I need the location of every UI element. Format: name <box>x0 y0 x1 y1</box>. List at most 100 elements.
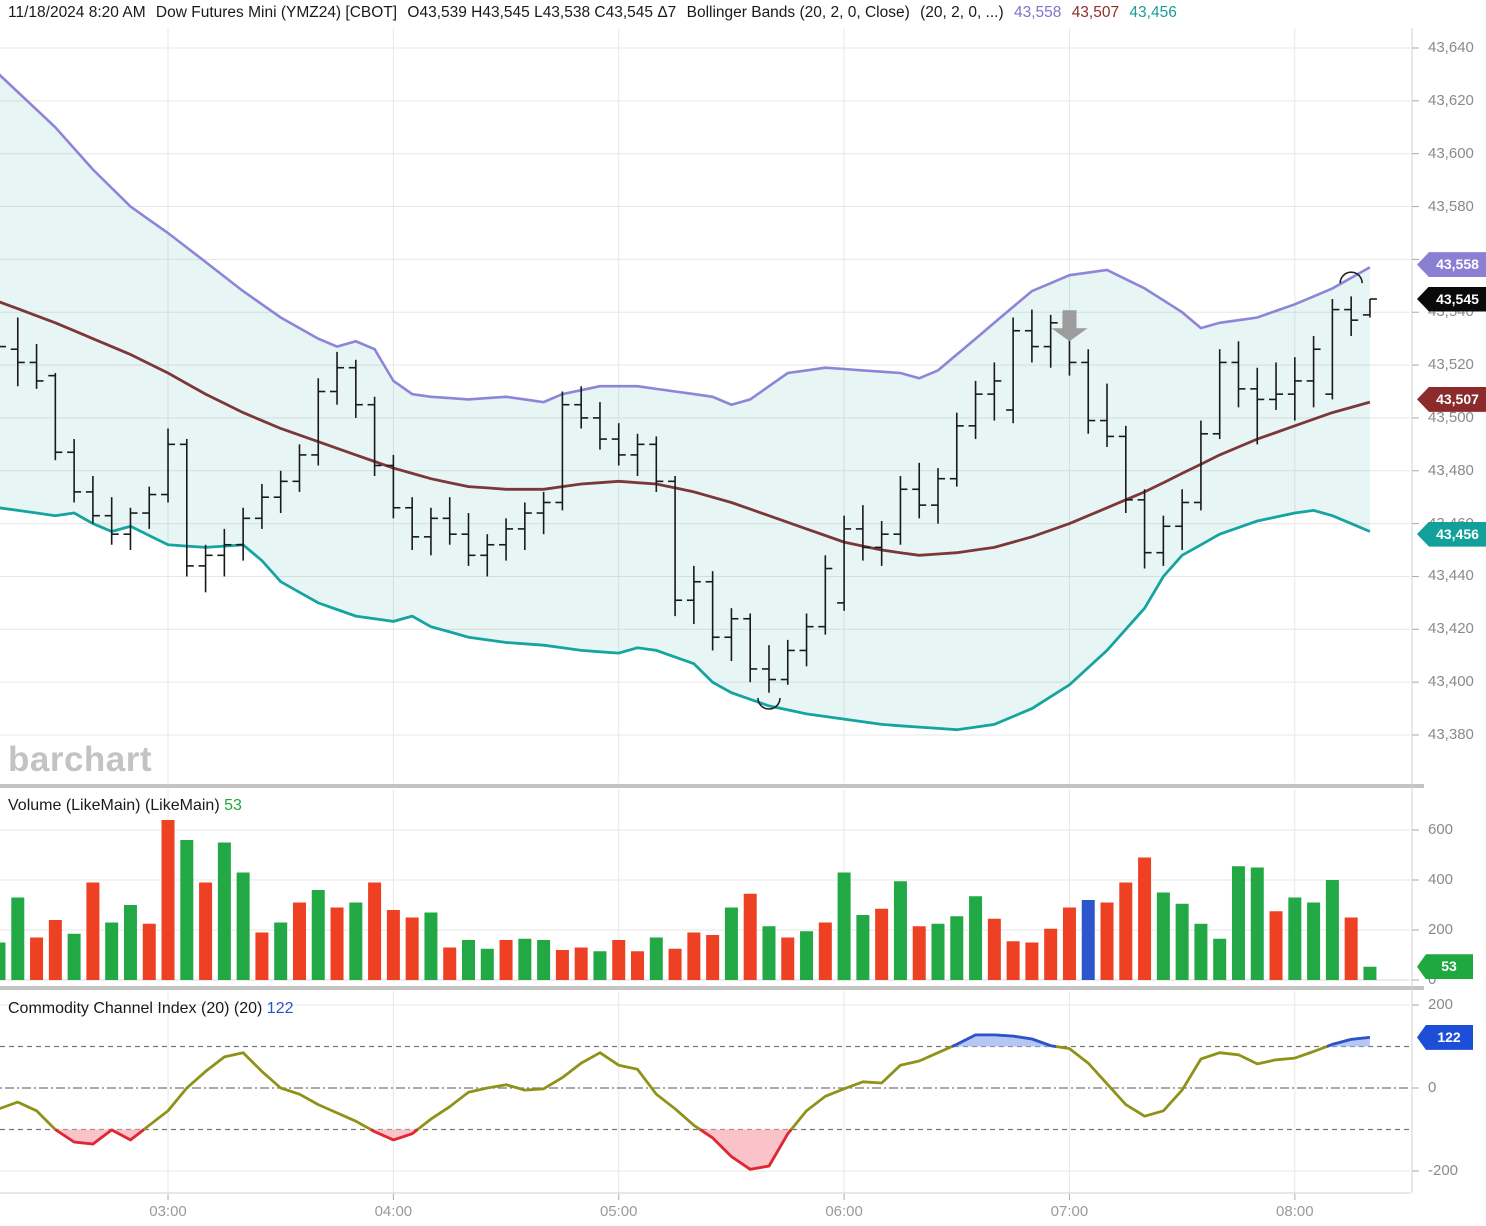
ohlc-bar[interactable] <box>1250 367 1265 445</box>
ohlc-bar[interactable] <box>761 645 776 693</box>
ohlc-bar[interactable] <box>254 483 269 529</box>
volume-bar[interactable] <box>950 916 964 980</box>
volume-bar[interactable] <box>1307 902 1321 981</box>
ohlc-bar[interactable] <box>123 507 138 551</box>
ohlc-bar[interactable] <box>555 391 570 511</box>
ohlc-bar[interactable] <box>292 444 307 492</box>
volume-bar[interactable] <box>856 915 870 980</box>
ohlc-bar[interactable] <box>949 412 964 487</box>
volume-bar[interactable] <box>161 820 175 980</box>
volume-bar[interactable] <box>1344 917 1358 981</box>
ohlc-bar[interactable] <box>161 428 176 503</box>
ohlc-bar[interactable] <box>198 544 213 593</box>
ohlc-bar[interactable] <box>1269 362 1284 410</box>
volume-bar[interactable] <box>537 940 551 980</box>
ohlc-bar[interactable] <box>1362 298 1377 318</box>
ohlc-bar[interactable] <box>442 497 457 545</box>
ohlc-bar[interactable] <box>743 613 758 683</box>
ohlc-bar[interactable] <box>1344 296 1359 337</box>
volume-bar[interactable] <box>105 922 119 981</box>
volume-bar[interactable] <box>875 908 889 980</box>
ohlc-bar[interactable] <box>574 386 589 429</box>
volume-bar[interactable] <box>555 950 569 980</box>
volume-bar[interactable] <box>443 947 457 981</box>
volume-bar[interactable] <box>1044 928 1058 980</box>
ohlc-bar[interactable] <box>273 470 288 514</box>
ohlc-bar[interactable] <box>1212 349 1227 440</box>
ohlc-bar[interactable] <box>104 497 119 545</box>
volume-bar[interactable] <box>330 907 344 981</box>
ohlc-bar[interactable] <box>1137 489 1152 569</box>
volume-bar[interactable] <box>1213 938 1227 980</box>
ohlc-bar[interactable] <box>912 462 927 519</box>
volume-bar[interactable] <box>631 951 645 980</box>
ohlc-bar[interactable] <box>29 343 44 389</box>
ohlc-bar[interactable] <box>536 491 551 535</box>
volume-bar[interactable] <box>668 948 682 980</box>
volume-bar[interactable] <box>593 951 607 980</box>
ohlc-bar[interactable] <box>705 571 720 651</box>
volume-bar[interactable] <box>274 922 288 981</box>
ohlc-bar[interactable] <box>499 518 514 561</box>
ohlc-bar[interactable] <box>592 402 607 450</box>
ohlc-bar[interactable] <box>686 565 701 625</box>
volume-bar[interactable] <box>781 937 795 981</box>
ohlc-bar[interactable] <box>1193 420 1208 511</box>
volume-bar[interactable] <box>1025 942 1039 981</box>
volume-bar[interactable] <box>612 940 626 980</box>
volume-bar[interactable] <box>1194 923 1208 980</box>
ohlc-bar[interactable] <box>968 380 983 440</box>
ohlc-bar[interactable] <box>1325 299 1340 400</box>
ohlc-bar[interactable] <box>780 639 795 685</box>
ohlc-bar[interactable] <box>10 317 25 387</box>
ohlc-bar[interactable] <box>1156 515 1171 566</box>
volume-bar[interactable] <box>1119 882 1133 981</box>
volume-bar[interactable] <box>912 926 926 980</box>
volume-bar[interactable] <box>743 893 757 980</box>
ohlc-bar[interactable] <box>931 468 945 524</box>
ohlc-bar[interactable] <box>1100 383 1115 447</box>
volume-bar[interactable] <box>123 905 137 980</box>
ohlc-bar[interactable] <box>405 497 420 551</box>
volume-bar[interactable] <box>30 937 44 981</box>
volume-bar[interactable] <box>180 840 194 980</box>
volume-bar[interactable] <box>818 922 832 981</box>
volume-bar[interactable] <box>86 882 100 981</box>
ohlc-bar[interactable] <box>423 507 438 556</box>
volume-bar[interactable] <box>1081 900 1095 980</box>
volume-bar[interactable] <box>687 932 701 981</box>
volume-bar[interactable] <box>1175 903 1189 980</box>
volume-bar[interactable] <box>1138 857 1152 981</box>
ohlc-bar[interactable] <box>1306 336 1321 408</box>
volume-bar[interactable] <box>931 923 945 980</box>
volume-bar[interactable] <box>462 940 475 980</box>
ohlc-bar[interactable] <box>630 433 645 477</box>
ohlc-bar[interactable] <box>367 396 382 477</box>
ohlc-bar[interactable] <box>799 613 814 667</box>
ohlc-bar[interactable] <box>1024 309 1039 363</box>
ohlc-bar[interactable] <box>85 476 100 524</box>
volume-bar[interactable] <box>1363 966 1377 980</box>
volume-bar[interactable] <box>0 942 6 981</box>
ohlc-bar[interactable] <box>1175 489 1190 551</box>
ohlc-bar[interactable] <box>330 351 345 405</box>
ohlc-bar[interactable] <box>517 502 532 551</box>
volume-bar[interactable] <box>706 935 720 980</box>
ohlc-bar[interactable] <box>1081 349 1096 434</box>
volume-bar[interactable] <box>1288 897 1302 981</box>
ohlc-bar[interactable] <box>724 608 739 662</box>
volume-bar[interactable] <box>349 902 363 981</box>
volume-bar[interactable] <box>969 896 983 980</box>
ohlc-bar[interactable] <box>236 507 251 561</box>
volume-bar[interactable] <box>499 940 513 980</box>
volume-bar[interactable] <box>1269 911 1283 980</box>
volume-bar[interactable] <box>800 931 814 980</box>
volume-bar[interactable] <box>987 918 1001 980</box>
ohlc-bar[interactable] <box>1006 317 1021 424</box>
ohlc-bar[interactable] <box>818 555 833 635</box>
volume-bar[interactable] <box>480 948 494 980</box>
volume-bar[interactable] <box>48 920 62 980</box>
ohlc-bar[interactable] <box>461 513 476 566</box>
ohlc-bar[interactable] <box>1118 425 1133 514</box>
